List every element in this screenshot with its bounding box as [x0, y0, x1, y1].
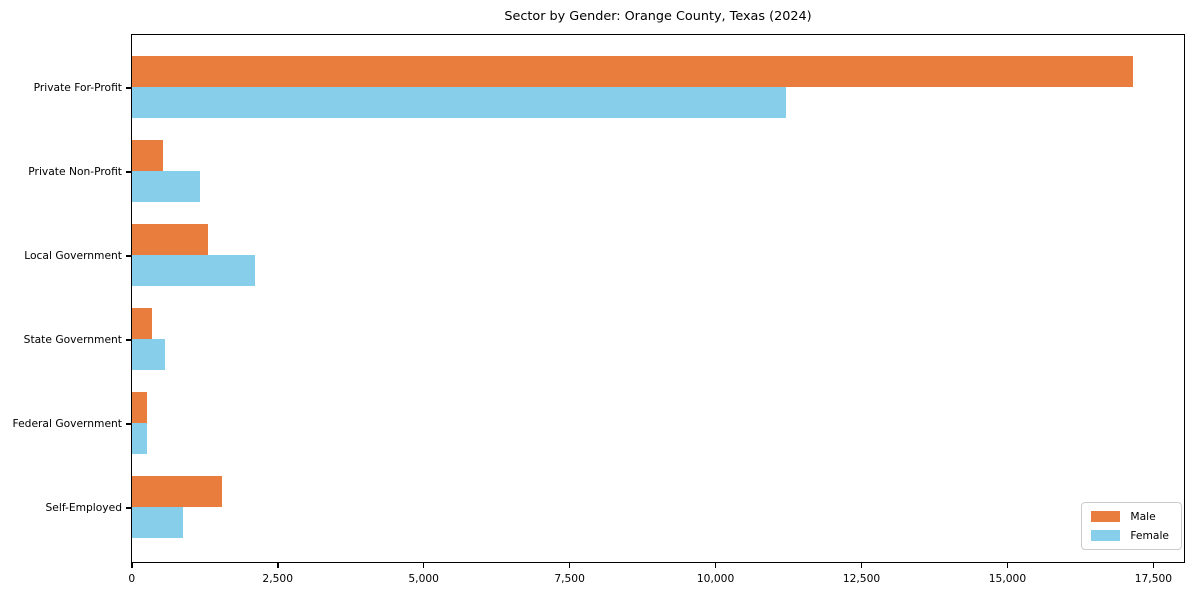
- x-tick-label-12-500: 12,500: [842, 572, 881, 585]
- x-tick-mark: [131, 563, 133, 568]
- bar-male-private-for-profit: [132, 56, 1134, 88]
- y-tick-mark: [126, 507, 131, 509]
- x-tick-label-0: 0: [128, 572, 136, 585]
- y-tick-mark: [126, 423, 131, 425]
- y-tick-label-private-non-profit: Private Non-Profit: [28, 165, 122, 178]
- legend-entry-male: Male: [1091, 510, 1169, 523]
- bar-male-private-non-profit: [132, 140, 163, 172]
- x-tick-mark: [1006, 563, 1009, 568]
- y-tick-label-private-for-profit: Private For-Profit: [33, 81, 122, 94]
- bar-female-state-government: [132, 339, 165, 371]
- x-tick-mark: [1152, 563, 1155, 568]
- x-tick-label-15-000: 15,000: [988, 572, 1027, 585]
- x-tick-label-2-500: 2,500: [262, 572, 294, 585]
- x-tick-label-5-000: 5,000: [408, 572, 439, 585]
- legend-swatch-female: [1091, 530, 1121, 541]
- y-tick-label-self-employed: Self-Employed: [45, 501, 122, 514]
- legend-label-male: Male: [1130, 510, 1156, 523]
- bar-male-state-government: [132, 308, 153, 340]
- bar-male-local-government: [132, 224, 209, 256]
- bar-female-private-for-profit: [132, 87, 786, 119]
- y-tick-label-state-government: State Government: [23, 333, 122, 346]
- legend-label-female: Female: [1130, 529, 1169, 542]
- bar-female-self-employed: [132, 507, 184, 539]
- y-tick-mark: [126, 87, 131, 89]
- bar-male-self-employed: [132, 476, 222, 508]
- x-tick-label-17-500: 17,500: [1134, 572, 1173, 585]
- x-tick-mark: [276, 563, 279, 568]
- y-tick-label-federal-government: Federal Government: [12, 417, 122, 430]
- x-tick-label-10-000: 10,000: [696, 572, 735, 585]
- x-tick-mark: [568, 563, 571, 568]
- y-tick-mark: [126, 171, 131, 173]
- x-tick-mark: [714, 563, 717, 568]
- x-tick-mark: [422, 563, 425, 568]
- bar-female-private-non-profit: [132, 171, 201, 203]
- x-tick-mark: [860, 563, 863, 568]
- legend-entry-female: Female: [1091, 529, 1169, 542]
- bar-female-federal-government: [132, 423, 147, 455]
- x-tick-label-7-500: 7,500: [554, 572, 585, 585]
- y-tick-label-local-government: Local Government: [24, 249, 122, 262]
- legend: Male Female: [1081, 502, 1182, 550]
- y-tick-mark: [126, 255, 131, 257]
- bar-male-federal-government: [132, 392, 148, 424]
- legend-swatch-male: [1091, 511, 1121, 522]
- y-tick-mark: [126, 339, 131, 341]
- bar-female-local-government: [132, 255, 256, 287]
- chart-title: Sector by Gender: Orange County, Texas (…: [504, 9, 812, 24]
- plot-area: [131, 34, 1185, 563]
